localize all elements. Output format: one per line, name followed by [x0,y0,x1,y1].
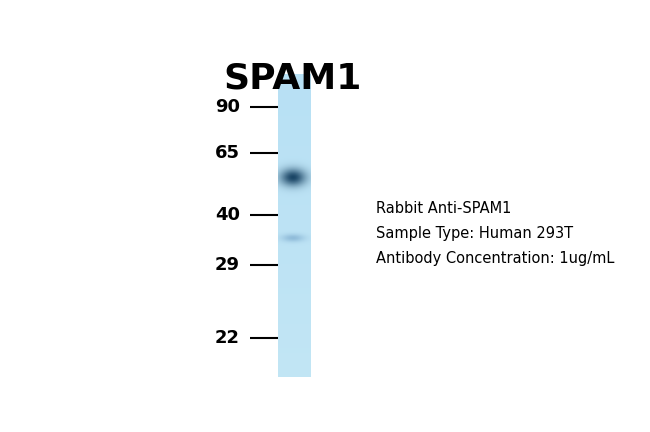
Text: 65: 65 [215,144,240,162]
Text: 40: 40 [215,206,240,224]
Text: 22: 22 [215,329,240,347]
Text: 90: 90 [215,98,240,116]
Text: Sample Type: Human 293T: Sample Type: Human 293T [376,226,573,241]
Text: 29: 29 [215,256,240,274]
Text: Rabbit Anti-SPAM1: Rabbit Anti-SPAM1 [376,201,512,216]
Text: Antibody Concentration: 1ug/mL: Antibody Concentration: 1ug/mL [376,251,614,266]
Text: SPAM1: SPAM1 [224,62,362,96]
